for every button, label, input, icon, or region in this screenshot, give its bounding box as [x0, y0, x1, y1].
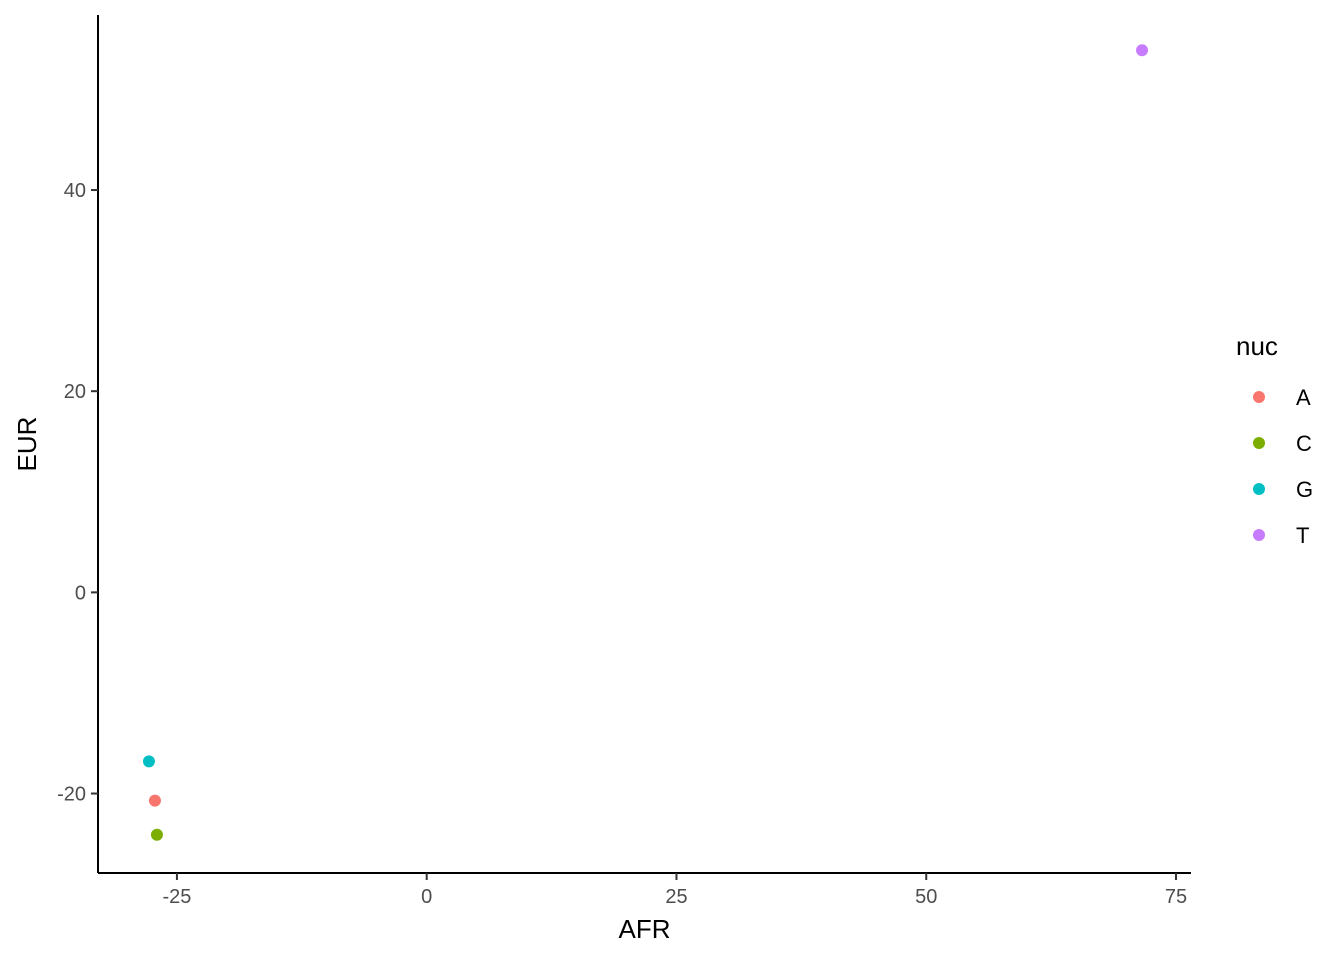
legend-label-g: G	[1296, 477, 1313, 502]
data-point-c	[150, 828, 163, 841]
legend-label-t: T	[1296, 523, 1309, 548]
x-tick-label: 25	[665, 886, 687, 908]
y-ticks: -20 0 20 40	[57, 180, 98, 806]
legend-label-a: A	[1296, 385, 1311, 410]
data-point-a	[148, 794, 161, 807]
y-tick-label: 40	[64, 180, 86, 202]
x-tick-label: 0	[421, 886, 432, 908]
y-tick-label: 0	[75, 582, 86, 604]
legend-title: nuc	[1236, 331, 1278, 361]
x-tick-label: -25	[162, 886, 191, 908]
axes	[97, 15, 1191, 874]
legend-key-a	[1253, 391, 1265, 403]
data-points	[142, 44, 1149, 841]
legend-key-g	[1253, 483, 1265, 495]
data-point-t	[1136, 44, 1149, 57]
y-tick-label: -20	[57, 784, 86, 806]
x-tick-label: 50	[915, 886, 937, 908]
x-ticks: -25 0 25 50 75	[162, 873, 1187, 908]
data-point-g	[142, 755, 155, 768]
y-tick-label: 20	[64, 381, 86, 403]
legend-key-t	[1253, 529, 1265, 541]
x-tick-label: 75	[1165, 886, 1187, 908]
legend-key-c	[1253, 437, 1265, 449]
legend-label-c: C	[1296, 431, 1312, 456]
x-axis-title: AFR	[619, 914, 671, 944]
y-axis-title: EUR	[12, 417, 42, 472]
